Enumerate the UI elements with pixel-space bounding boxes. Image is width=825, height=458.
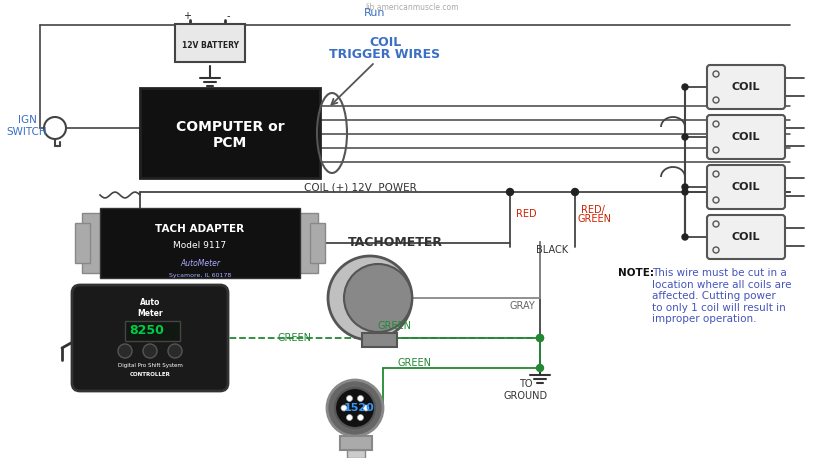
Text: Model 9117: Model 9117	[173, 240, 227, 250]
Text: IGN
SWITCH: IGN SWITCH	[7, 115, 47, 137]
Text: GREEN: GREEN	[398, 358, 432, 368]
Text: BLACK: BLACK	[536, 245, 568, 255]
Text: PCM: PCM	[213, 136, 247, 150]
Circle shape	[344, 264, 412, 332]
Text: CONTROLLER: CONTROLLER	[130, 371, 171, 376]
Circle shape	[346, 414, 352, 420]
Circle shape	[363, 405, 369, 411]
Text: +: +	[183, 11, 191, 21]
Text: COIL: COIL	[369, 36, 401, 49]
Circle shape	[536, 334, 544, 342]
Text: GREEN: GREEN	[378, 321, 412, 331]
Bar	[100, 208, 300, 278]
Text: GREEN: GREEN	[578, 214, 612, 224]
Circle shape	[536, 334, 544, 342]
Text: 12V BATTERY: 12V BATTERY	[182, 40, 238, 49]
Text: TACHOMETER: TACHOMETER	[347, 236, 442, 250]
Bar	[347, 450, 365, 458]
Text: COIL (+) 12V  POWER: COIL (+) 12V POWER	[304, 182, 417, 192]
Text: COIL: COIL	[732, 232, 761, 242]
Text: TO
GROUND: TO GROUND	[504, 379, 548, 401]
Circle shape	[572, 189, 578, 196]
Circle shape	[357, 414, 364, 420]
Bar	[75, 223, 90, 263]
Bar	[340, 436, 372, 450]
Text: GRAY: GRAY	[509, 301, 535, 311]
Circle shape	[327, 380, 383, 436]
Text: This wire must be cut in a
location where all coils are
affected. Cutting power
: This wire must be cut in a location wher…	[652, 268, 791, 324]
Circle shape	[507, 189, 513, 196]
Text: Sycamore, IL 60178: Sycamore, IL 60178	[169, 273, 231, 278]
Circle shape	[682, 84, 688, 90]
Text: RED/: RED/	[581, 205, 605, 215]
Text: TRIGGER WIRES: TRIGGER WIRES	[329, 49, 441, 61]
Circle shape	[536, 365, 544, 371]
Text: TACH ADAPTER: TACH ADAPTER	[155, 224, 244, 234]
Text: Run: Run	[365, 8, 386, 18]
Circle shape	[682, 189, 688, 195]
FancyBboxPatch shape	[707, 65, 785, 109]
Circle shape	[118, 344, 132, 358]
Text: RED: RED	[516, 209, 536, 219]
Text: AutoMeter: AutoMeter	[180, 258, 220, 267]
Circle shape	[341, 405, 347, 411]
Circle shape	[335, 388, 375, 428]
Text: COIL: COIL	[732, 182, 761, 192]
Text: lib.americanmuscle.com: lib.americanmuscle.com	[365, 4, 459, 12]
FancyBboxPatch shape	[707, 165, 785, 209]
Text: COMPUTER or: COMPUTER or	[176, 120, 285, 134]
Text: GREEN: GREEN	[278, 333, 312, 343]
Circle shape	[328, 256, 412, 340]
FancyBboxPatch shape	[72, 285, 228, 391]
Bar	[125, 321, 180, 341]
Text: -: -	[226, 11, 229, 21]
Circle shape	[357, 395, 364, 402]
Bar	[175, 24, 245, 62]
Text: 8250: 8250	[130, 325, 164, 338]
Text: Digital Pro Shift System: Digital Pro Shift System	[117, 364, 182, 369]
FancyBboxPatch shape	[707, 115, 785, 159]
Circle shape	[168, 344, 182, 358]
Circle shape	[682, 234, 688, 240]
Text: COIL: COIL	[732, 82, 761, 92]
Text: Auto
Meter: Auto Meter	[137, 298, 163, 318]
Circle shape	[682, 134, 688, 140]
Text: NOTE:: NOTE:	[618, 268, 654, 278]
Circle shape	[143, 344, 157, 358]
Bar	[140, 88, 320, 178]
Text: 1520: 1520	[344, 403, 375, 413]
Bar	[82, 213, 318, 273]
Bar	[362, 333, 397, 347]
Bar	[310, 223, 325, 263]
Circle shape	[682, 184, 688, 190]
FancyBboxPatch shape	[707, 215, 785, 259]
Text: COIL: COIL	[732, 132, 761, 142]
Circle shape	[346, 395, 352, 402]
